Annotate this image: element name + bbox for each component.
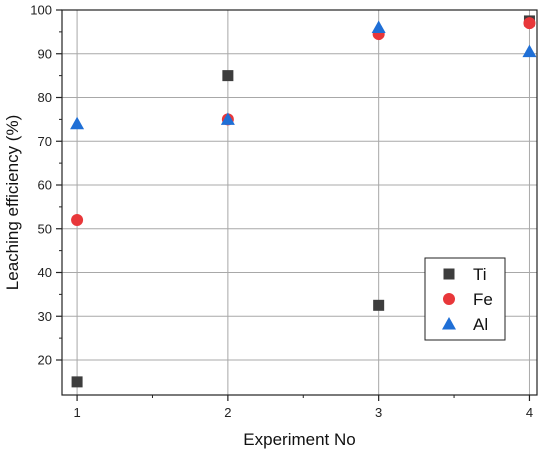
- y-tick-label: 100: [30, 3, 52, 18]
- legend-entry-ti: Ti: [443, 265, 487, 284]
- x-axis-tick-labels: 1 2 3 4: [73, 405, 533, 420]
- data-point-al: [70, 116, 85, 130]
- legend-marker-ti: [443, 268, 455, 280]
- legend-marker-shape: [443, 268, 455, 280]
- y-tick-label: 60: [38, 178, 52, 193]
- y-axis-title: Leaching efficiency (%): [3, 115, 22, 290]
- legend-label-ti: Ti: [473, 265, 487, 284]
- series-al: [70, 20, 537, 130]
- legend-label-al: Al: [473, 315, 488, 334]
- x-tick-label: 2: [224, 405, 231, 420]
- y-tick-label: 50: [38, 221, 52, 236]
- plot-frame: [61, 9, 538, 396]
- data-point-al: [522, 44, 537, 58]
- legend-box: [424, 257, 506, 341]
- data-points: [70, 15, 537, 388]
- data-point-al: [220, 112, 235, 125]
- legend-label-fe: Fe: [473, 290, 493, 309]
- legend: Ti Fe Al: [424, 257, 506, 341]
- legend-marker-al: [442, 317, 456, 330]
- series-fe: [71, 17, 536, 226]
- legend-marker-fe: [443, 293, 455, 305]
- x-tick-label: 1: [73, 405, 80, 420]
- y-tick-label: 70: [38, 134, 52, 149]
- axis-ticks: [56, 9, 531, 401]
- data-point-ti: [373, 299, 385, 311]
- y-tick-label: 30: [38, 309, 52, 324]
- data-point-ti: [71, 376, 83, 388]
- x-axis-title: Experiment No: [243, 430, 355, 449]
- y-axis-tick-labels: 20 30 40 50 60 70 80 90 100: [30, 3, 52, 368]
- x-tick-label: 3: [375, 405, 382, 420]
- legend-entry-fe: Fe: [443, 290, 493, 309]
- y-tick-label: 90: [38, 46, 52, 61]
- legend-marker-shape: [442, 317, 456, 330]
- x-tick-label: 4: [526, 405, 533, 420]
- data-point-al: [371, 20, 386, 33]
- legend-entry-al: Al: [442, 315, 488, 334]
- y-tick-label: 20: [38, 353, 52, 368]
- legend-marker-shape: [443, 293, 455, 305]
- data-point-ti: [222, 70, 234, 82]
- data-point-fe: [523, 17, 536, 30]
- y-tick-label: 40: [38, 265, 52, 280]
- data-point-fe: [71, 214, 84, 226]
- y-tick-label: 80: [38, 90, 52, 105]
